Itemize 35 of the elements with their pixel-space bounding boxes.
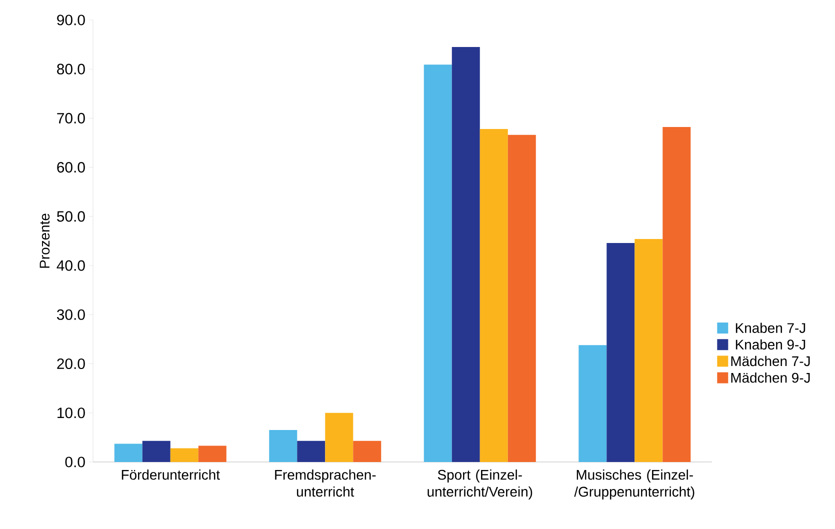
bar bbox=[114, 444, 142, 462]
bar bbox=[297, 440, 326, 462]
x-tick-label: Fremdsprachen-unterricht bbox=[275, 470, 376, 497]
bar bbox=[452, 46, 480, 462]
y-tick-label: 60.0 bbox=[57, 162, 85, 173]
legend-label: Mädchen 9-J bbox=[731, 372, 810, 383]
bar bbox=[578, 345, 607, 462]
bar bbox=[142, 440, 170, 462]
x-tick-label: Sport (Einzel-unterricht/Verein) bbox=[428, 470, 532, 500]
y-tick-label: 20.0 bbox=[57, 358, 85, 370]
bar bbox=[424, 64, 452, 462]
y-axis-title: Prozente bbox=[40, 214, 50, 268]
bar bbox=[634, 239, 663, 462]
bar bbox=[170, 448, 198, 462]
y-tick-label: 50.0 bbox=[57, 211, 85, 222]
x-tick-label: Musisches (Einzel-/Gruppenunterricht) bbox=[574, 470, 694, 500]
legend-label: Mädchen 7-J bbox=[731, 356, 810, 366]
legend-label: Knaben 9-J bbox=[736, 339, 806, 350]
y-tick-label: 80.0 bbox=[57, 64, 85, 74]
y-tick-label: 40.0 bbox=[56, 260, 85, 271]
bar bbox=[353, 440, 382, 462]
bar bbox=[662, 127, 691, 462]
bar bbox=[325, 412, 354, 462]
y-tick-label: 30.0 bbox=[56, 309, 85, 320]
x-tick-label: Förderunterricht bbox=[122, 470, 220, 480]
bar bbox=[269, 430, 298, 462]
y-tick-label: 0.0 bbox=[65, 456, 85, 468]
y-tick-label: 70.0 bbox=[57, 112, 85, 124]
y-tick-label: 10.0 bbox=[58, 408, 85, 418]
bar bbox=[606, 242, 635, 462]
bar bbox=[508, 134, 536, 462]
bar bbox=[198, 446, 226, 462]
y-tick-label: 90.0 bbox=[57, 14, 85, 26]
bar bbox=[480, 129, 508, 462]
legend-label: Knaben 7-J bbox=[736, 322, 806, 333]
